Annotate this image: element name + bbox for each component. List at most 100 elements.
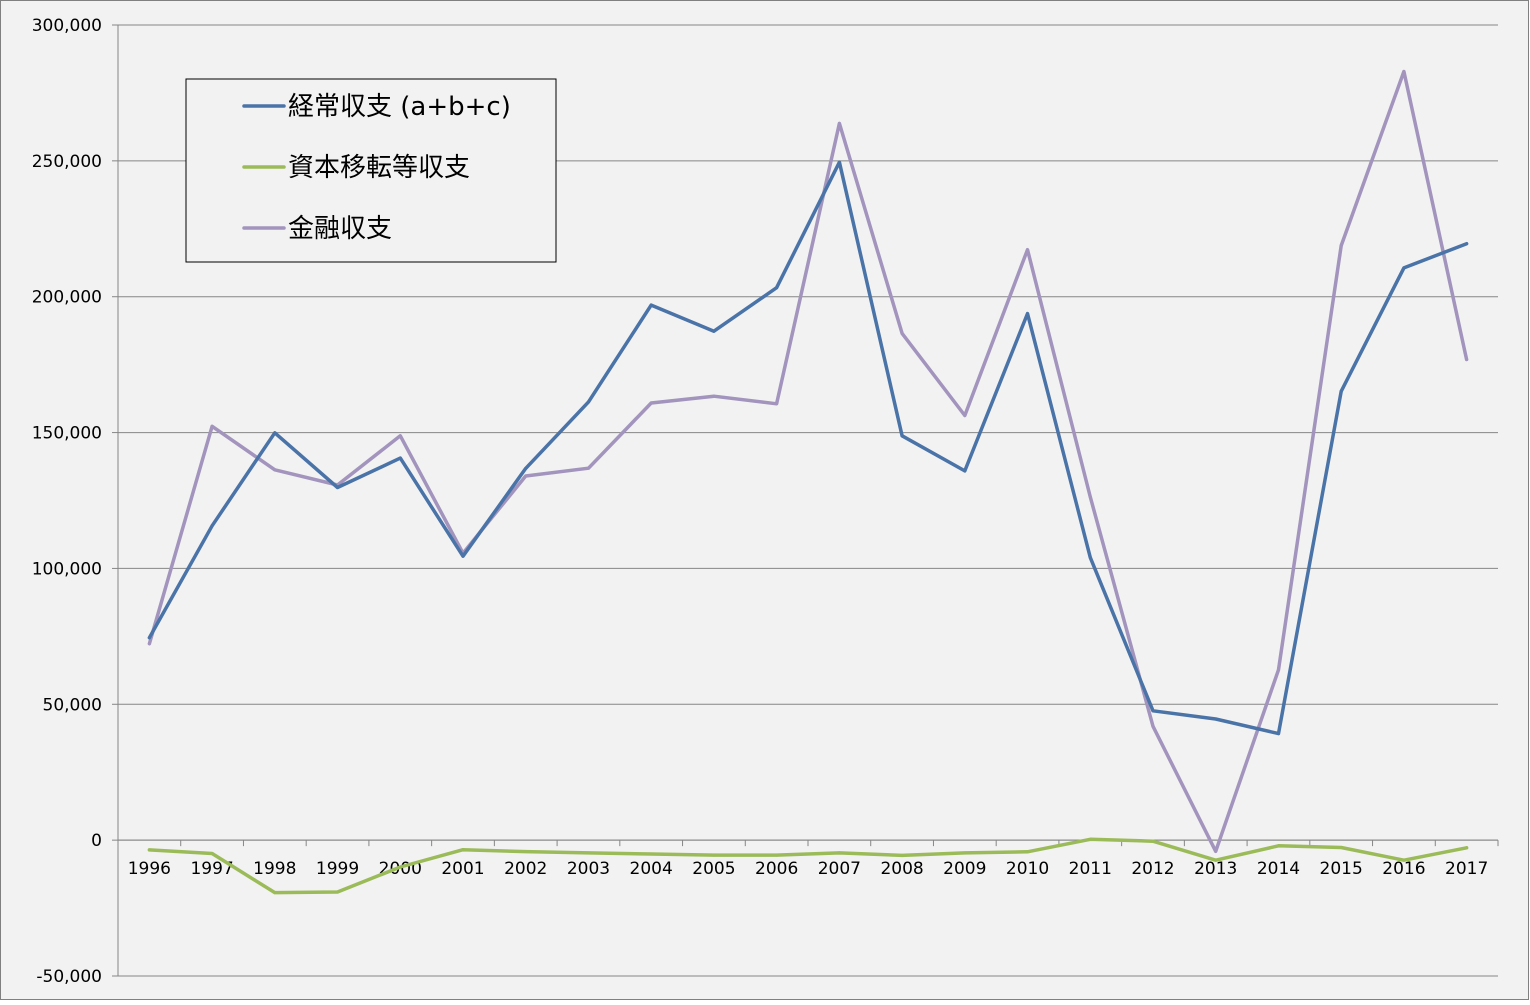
legend-label: 金融収支 <box>288 214 392 244</box>
x-tick-label: 2007 <box>818 859 861 879</box>
x-tick-label: 2016 <box>1382 859 1425 879</box>
data-point <box>900 434 904 438</box>
x-tick-label: 1996 <box>128 859 171 879</box>
data-point <box>336 485 340 489</box>
data-point <box>1026 850 1030 854</box>
data-point <box>147 642 151 646</box>
axes: 300,000 250,000 200,000 150,000 100,000 50,00… <box>32 16 1499 987</box>
x-tick-label: 1997 <box>190 859 233 879</box>
x-tick-label: 1998 <box>253 859 296 879</box>
y-tick-label: 0 <box>91 831 102 851</box>
data-point <box>210 851 214 855</box>
data-point <box>712 394 716 398</box>
data-point <box>775 402 779 406</box>
data-point <box>649 401 653 405</box>
x-tick-label: 1999 <box>316 859 359 879</box>
x-tick-label: 2011 <box>1069 859 1112 879</box>
data-point <box>1465 242 1469 246</box>
data-point <box>524 466 528 470</box>
legend-label: 経常収支 (a+b+c) <box>288 92 511 122</box>
x-tick-label: 2001 <box>441 859 484 879</box>
data-point <box>963 851 967 855</box>
data-point <box>900 331 904 335</box>
data-point <box>1339 244 1343 248</box>
data-point <box>1088 556 1092 560</box>
data-point <box>1276 732 1280 736</box>
x-tick-label: 2017 <box>1445 859 1488 879</box>
y-tick-label: 100,000 <box>32 559 102 579</box>
series-line <box>147 69 1469 854</box>
data-point <box>1151 839 1155 843</box>
data-point <box>1402 69 1406 73</box>
data-point <box>524 474 528 478</box>
data-point <box>461 848 465 852</box>
data-point <box>586 851 590 855</box>
data-point <box>1214 849 1218 853</box>
data-point <box>712 329 716 333</box>
data-point <box>1088 495 1092 499</box>
data-point <box>900 853 904 857</box>
legend-label: 資本移転等収支 <box>288 153 470 183</box>
data-point <box>1276 844 1280 848</box>
data-point <box>1026 248 1030 252</box>
x-tick-label: 2012 <box>1131 859 1174 879</box>
data-point <box>1276 668 1280 672</box>
data-point <box>1339 845 1343 849</box>
data-point <box>336 890 340 894</box>
legend-box <box>185 78 557 263</box>
data-point <box>1465 357 1469 361</box>
x-tick-label: 2015 <box>1320 859 1363 879</box>
data-point <box>1339 389 1343 393</box>
data-point <box>147 636 151 640</box>
y-tick-label: 250,000 <box>32 152 102 172</box>
data-point <box>210 424 214 428</box>
x-tick-label: 2003 <box>567 859 610 879</box>
x-tick-label: 2013 <box>1194 859 1237 879</box>
data-point <box>712 853 716 857</box>
data-point <box>775 853 779 857</box>
data-point <box>1402 266 1406 270</box>
data-point <box>837 121 841 125</box>
data-point <box>524 850 528 854</box>
x-tick-label: 2008 <box>880 859 923 879</box>
data-point <box>273 468 277 472</box>
x-tick-label: 2005 <box>692 859 735 879</box>
data-point <box>1088 837 1092 841</box>
data-point <box>586 400 590 404</box>
y-tick-label: 300,000 <box>32 16 102 36</box>
data-point <box>210 524 214 528</box>
data-point <box>1214 858 1218 862</box>
x-tick-label: 2002 <box>504 859 547 879</box>
data-point <box>1402 858 1406 862</box>
data-point <box>461 554 465 558</box>
x-tick-label: 2004 <box>630 859 673 879</box>
data-point <box>273 431 277 435</box>
y-tick-label: 200,000 <box>32 288 102 308</box>
data-point <box>1214 717 1218 721</box>
series-lines <box>147 69 1469 895</box>
data-point <box>649 852 653 856</box>
y-tick-label: 50,000 <box>43 695 102 715</box>
x-tick-label: 2010 <box>1006 859 1049 879</box>
y-tick-label: 150,000 <box>32 424 102 444</box>
data-point <box>775 286 779 290</box>
data-point <box>649 303 653 307</box>
data-point <box>963 469 967 473</box>
data-point <box>398 434 402 438</box>
data-point <box>1151 709 1155 713</box>
y-tick-label: -50,000 <box>36 967 102 987</box>
series-line <box>147 160 1469 736</box>
data-point <box>1465 846 1469 850</box>
x-tick-label: 2009 <box>943 859 986 879</box>
x-tick-label: 2014 <box>1257 859 1300 879</box>
data-point <box>398 456 402 460</box>
data-point <box>837 851 841 855</box>
data-point <box>1026 312 1030 316</box>
data-point <box>1151 724 1155 728</box>
data-point <box>398 865 402 869</box>
data-point <box>963 413 967 417</box>
series-line <box>147 837 1469 895</box>
